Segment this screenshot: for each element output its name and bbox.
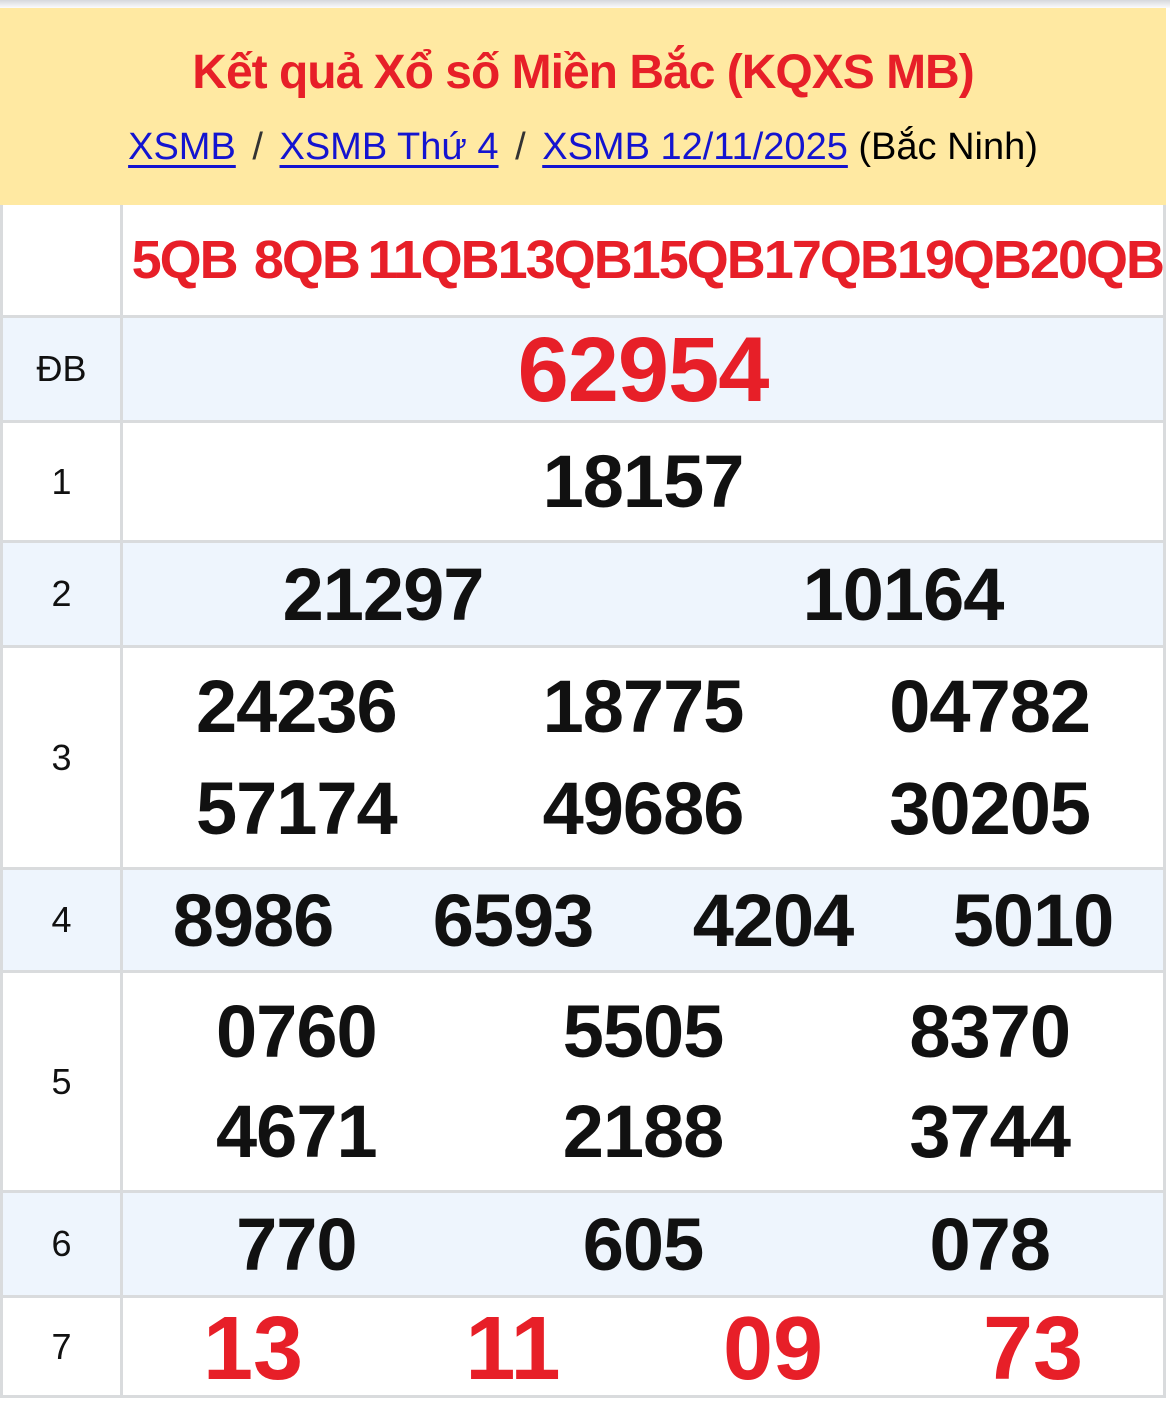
prize-row-7: 7 13 11 09 73	[3, 1298, 1163, 1399]
prize-value: 078	[929, 1202, 1050, 1286]
prize-row-2: 2 21297 10164	[3, 543, 1163, 648]
prize-value: 18775	[542, 665, 745, 749]
prize-value-7: 73	[982, 1299, 1084, 1399]
prize-value-7: 11	[465, 1299, 561, 1399]
prize-row-1: 1 18157	[3, 423, 1163, 543]
prize-value: 04782	[889, 665, 1091, 749]
draw-option-19qb[interactable]: 19QB	[896, 230, 1032, 290]
breadcrumb: XSMB / XSMB Thứ 4 / XSMB 12/11/2025 (Bắc…	[0, 124, 1166, 170]
prize-row-special: ĐB 62954	[3, 318, 1163, 423]
prize-value-7: 13	[202, 1299, 304, 1399]
draw-options: 5QB 8QB 11QB 13QB 15QB 17QB 19QB 20QB	[123, 205, 1165, 315]
prize-value: 5505	[562, 989, 725, 1073]
prize-value: 18157	[542, 440, 745, 523]
prize-value: 8370	[909, 989, 1071, 1073]
row-label: 2	[3, 543, 123, 645]
top-gradient-strip	[0, 0, 1170, 8]
results-header: Kết quả Xổ số Miền Bắc (KQXS MB) XSMB / …	[0, 8, 1166, 205]
prize-value: 8986	[172, 878, 335, 962]
prize-value: 5010	[952, 878, 1115, 962]
draw-option-11qb[interactable]: 11QB	[367, 230, 500, 290]
draw-option-20qb[interactable]: 20QB	[1029, 230, 1165, 290]
draw-option-8qb[interactable]: 8QB	[253, 230, 361, 290]
lottery-results-page: Kết quả Xổ số Miền Bắc (KQXS MB) XSMB / …	[0, 8, 1166, 1399]
row-label: 5	[3, 973, 123, 1190]
prize-row-4: 4 8986 6593 4204 5010	[3, 870, 1163, 973]
prize-row-6: 6 770 605 078	[3, 1193, 1163, 1298]
results-table: 5QB 8QB 11QB 13QB 15QB 17QB 19QB 20QB ĐB…	[0, 205, 1166, 1399]
prize-value-7: 09	[722, 1299, 824, 1399]
prize-value: 30205	[889, 766, 1091, 850]
prize-value: 605	[582, 1202, 704, 1286]
draw-options-row: 5QB 8QB 11QB 13QB 15QB 17QB 19QB 20QB	[3, 205, 1165, 318]
breadcrumb-link-xsmb-date[interactable]: XSMB 12/11/2025	[542, 126, 848, 168]
prize-row-3: 3 24236 18775 04782 57174 49686 30205	[3, 648, 1163, 870]
prize-value: 0760	[216, 989, 378, 1073]
row-label: 7	[3, 1298, 123, 1395]
prize-value: 49686	[542, 766, 745, 850]
page-title: Kết quả Xổ số Miền Bắc (KQXS MB)	[192, 46, 974, 99]
prize-value: 2188	[562, 1090, 725, 1174]
prize-value: 3744	[909, 1090, 1071, 1174]
prize-value: 4204	[692, 878, 855, 962]
draw-option-13qb[interactable]: 13QB	[497, 230, 633, 290]
breadcrumb-location: (Bắc Ninh)	[858, 126, 1038, 168]
row-label: 6	[3, 1193, 123, 1295]
row-label: 1	[3, 423, 123, 540]
row-label: 3	[3, 648, 123, 867]
prize-value: 4671	[216, 1090, 378, 1174]
draw-option-15qb[interactable]: 15QB	[630, 230, 766, 290]
row-label: 4	[3, 870, 123, 970]
prize-value: 10164	[802, 552, 1005, 636]
prize-row-5: 5 0760 5505 8370 4671 2188 3744	[3, 973, 1163, 1193]
row-label-empty	[3, 205, 123, 315]
prize-value: 21297	[282, 552, 485, 636]
row-label: ĐB	[3, 318, 123, 420]
draw-option-17qb[interactable]: 17QB	[763, 230, 899, 290]
prize-value: 57174	[195, 766, 398, 850]
breadcrumb-link-xsmb[interactable]: XSMB	[128, 126, 236, 168]
breadcrumb-separator: /	[515, 126, 526, 168]
prize-value: 6593	[432, 878, 595, 962]
prize-value: 770	[236, 1202, 357, 1286]
prize-value: 24236	[195, 665, 398, 749]
draw-option-5qb[interactable]: 5QB	[131, 230, 239, 290]
breadcrumb-link-xsmb-thu4[interactable]: XSMB Thứ 4	[279, 126, 499, 168]
breadcrumb-separator: /	[252, 126, 263, 168]
prize-value-special: 62954	[517, 319, 770, 421]
